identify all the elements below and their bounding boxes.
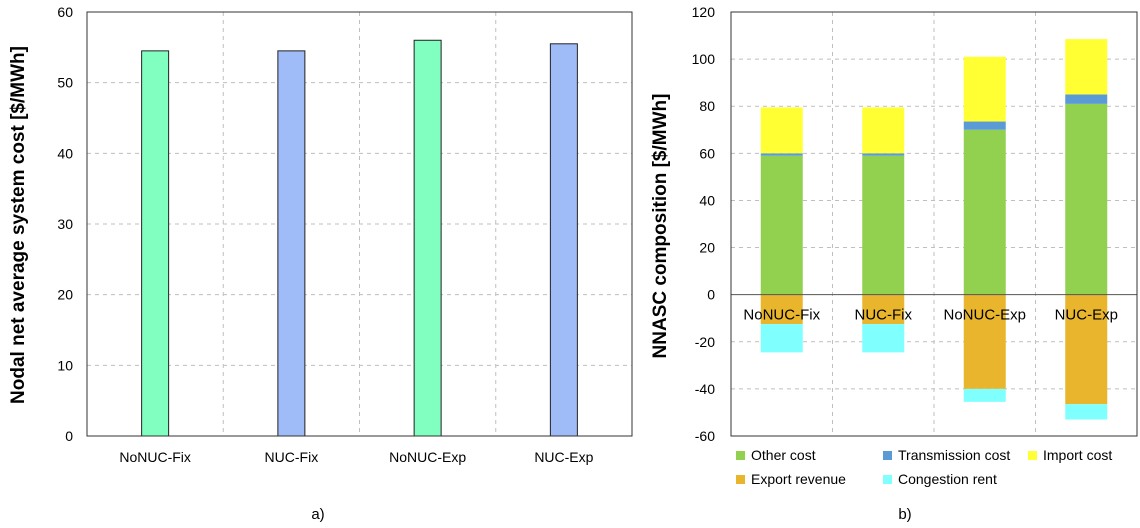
panel-b-legend: Other cost Transmission cost Import cost Ex…	[736, 447, 1112, 487]
legend-item-import-cost: Import cost	[1028, 447, 1112, 463]
bar-import-cost-nonuc-exp	[963, 56, 1006, 122]
y-tick-label: 60	[699, 145, 715, 161]
bar-export-revenue-nuc-fix	[862, 294, 905, 325]
bar-transmission-cost-nuc-exp	[1065, 94, 1108, 104]
bar-congestion-rent-nuc-fix	[862, 324, 905, 353]
legend-swatch	[736, 451, 745, 460]
plot-border	[86, 11, 633, 437]
legend-label: Transmission cost	[898, 447, 1010, 463]
bar-other-cost-nuc-exp	[1065, 103, 1108, 295]
legend-item-congestion-rent: Congestion rent	[883, 471, 997, 487]
y-tick-label: -20	[695, 334, 715, 350]
legend-label: Other cost	[751, 447, 816, 463]
bar-import-cost-nonuc-fix	[760, 107, 803, 154]
x-tick-label: NUC-Exp	[534, 449, 593, 465]
y-tick-label: 40	[699, 192, 715, 208]
bar-congestion-rent-nonuc-exp	[963, 388, 1006, 402]
y-tick-label: -60	[695, 428, 715, 444]
y-tick-label: 40	[57, 145, 73, 161]
panel-a-grid	[87, 12, 632, 436]
legend-swatch	[883, 451, 892, 460]
x-tick-label: NUC-Exp	[1055, 307, 1118, 324]
legend-label: Import cost	[1043, 447, 1112, 463]
bar-import-cost-nuc-exp	[1065, 39, 1108, 95]
bar-other-cost-nonuc-fix	[760, 155, 803, 295]
panel-a-y-ticks: 0 10 20 30 40 50 60	[57, 4, 73, 444]
plot-border	[730, 11, 1138, 437]
y-tick-label: 10	[57, 357, 73, 373]
y-tick-label: 0	[65, 428, 73, 444]
y-tick-label: 80	[699, 98, 715, 114]
legend-label: Export revenue	[751, 471, 846, 487]
bar-nuc-fix	[277, 50, 306, 437]
panel-b-categories: NoNUC-Fix NUC-Fix NoNUC-Exp NUC-Exp	[743, 307, 1118, 324]
x-tick-label: NoNUC-Exp	[389, 449, 466, 465]
panel-b-bars	[760, 39, 1108, 420]
panel-b-y-axis-label: NNASC composition [$/MWh]	[650, 94, 671, 359]
bar-nonuc-fix	[141, 50, 170, 437]
legend-item-transmission-cost: Transmission cost	[883, 447, 1010, 463]
bar-transmission-cost-nonuc-fix	[760, 153, 803, 156]
y-tick-label: 30	[57, 216, 73, 232]
x-tick-label: NoNUC-Exp	[943, 307, 1026, 324]
y-tick-label: 50	[57, 75, 73, 91]
panel-b-chart: -60 -40 -20 0 20 40 60 80 100 120 NoNUC-Fix NUC-Fi…	[650, 4, 1138, 523]
y-tick-label: 20	[699, 240, 715, 256]
y-tick-label: 0	[707, 287, 715, 303]
bar-nuc-exp	[549, 43, 578, 437]
panel-a-categories: NoNUC-Fix NUC-Fix NoNUC-Exp NUC-Exp	[119, 449, 593, 465]
y-tick-label: 60	[57, 4, 73, 20]
x-tick-label: NUC-Fix	[855, 307, 913, 324]
y-tick-label: 100	[692, 51, 716, 67]
panel-b-y-ticks: -60 -40 -20 0 20 40 60 80 100 120	[692, 4, 716, 444]
legend-swatch	[1028, 451, 1037, 460]
bar-congestion-rent-nonuc-fix	[760, 324, 803, 353]
bar-import-cost-nuc-fix	[862, 107, 905, 154]
bar-export-revenue-nuc-exp	[1065, 294, 1108, 405]
bar-nonuc-exp	[413, 39, 442, 437]
panel-a-y-axis-label: Nodal net average system cost [$/MWh]	[8, 46, 29, 404]
panel-b-frame	[730, 11, 1138, 437]
y-tick-label: 20	[57, 287, 73, 303]
bar-congestion-rent-nuc-exp	[1065, 404, 1108, 420]
x-tick-label: NoNUC-Fix	[743, 307, 820, 324]
panel-b-caption: b)	[898, 506, 911, 523]
legend-label: Congestion rent	[898, 471, 997, 487]
legend-swatch	[883, 475, 892, 484]
bar-other-cost-nonuc-exp	[963, 129, 1006, 295]
bar-transmission-cost-nonuc-exp	[963, 121, 1006, 130]
bar-export-revenue-nonuc-fix	[760, 294, 803, 325]
legend-item-export-revenue: Export revenue	[736, 471, 846, 487]
y-tick-label: 120	[692, 4, 716, 20]
x-tick-label: NUC-Fix	[265, 449, 319, 465]
panel-a-caption: a)	[311, 506, 324, 523]
legend-swatch	[736, 475, 745, 484]
panel-a-frame	[86, 11, 633, 437]
y-tick-label: -40	[695, 381, 715, 397]
bar-other-cost-nuc-fix	[862, 155, 905, 295]
bar-transmission-cost-nuc-fix	[862, 153, 905, 156]
x-tick-label: NoNUC-Fix	[119, 449, 191, 465]
bar-export-revenue-nonuc-exp	[963, 294, 1006, 389]
legend-item-other-cost: Other cost	[736, 447, 816, 463]
